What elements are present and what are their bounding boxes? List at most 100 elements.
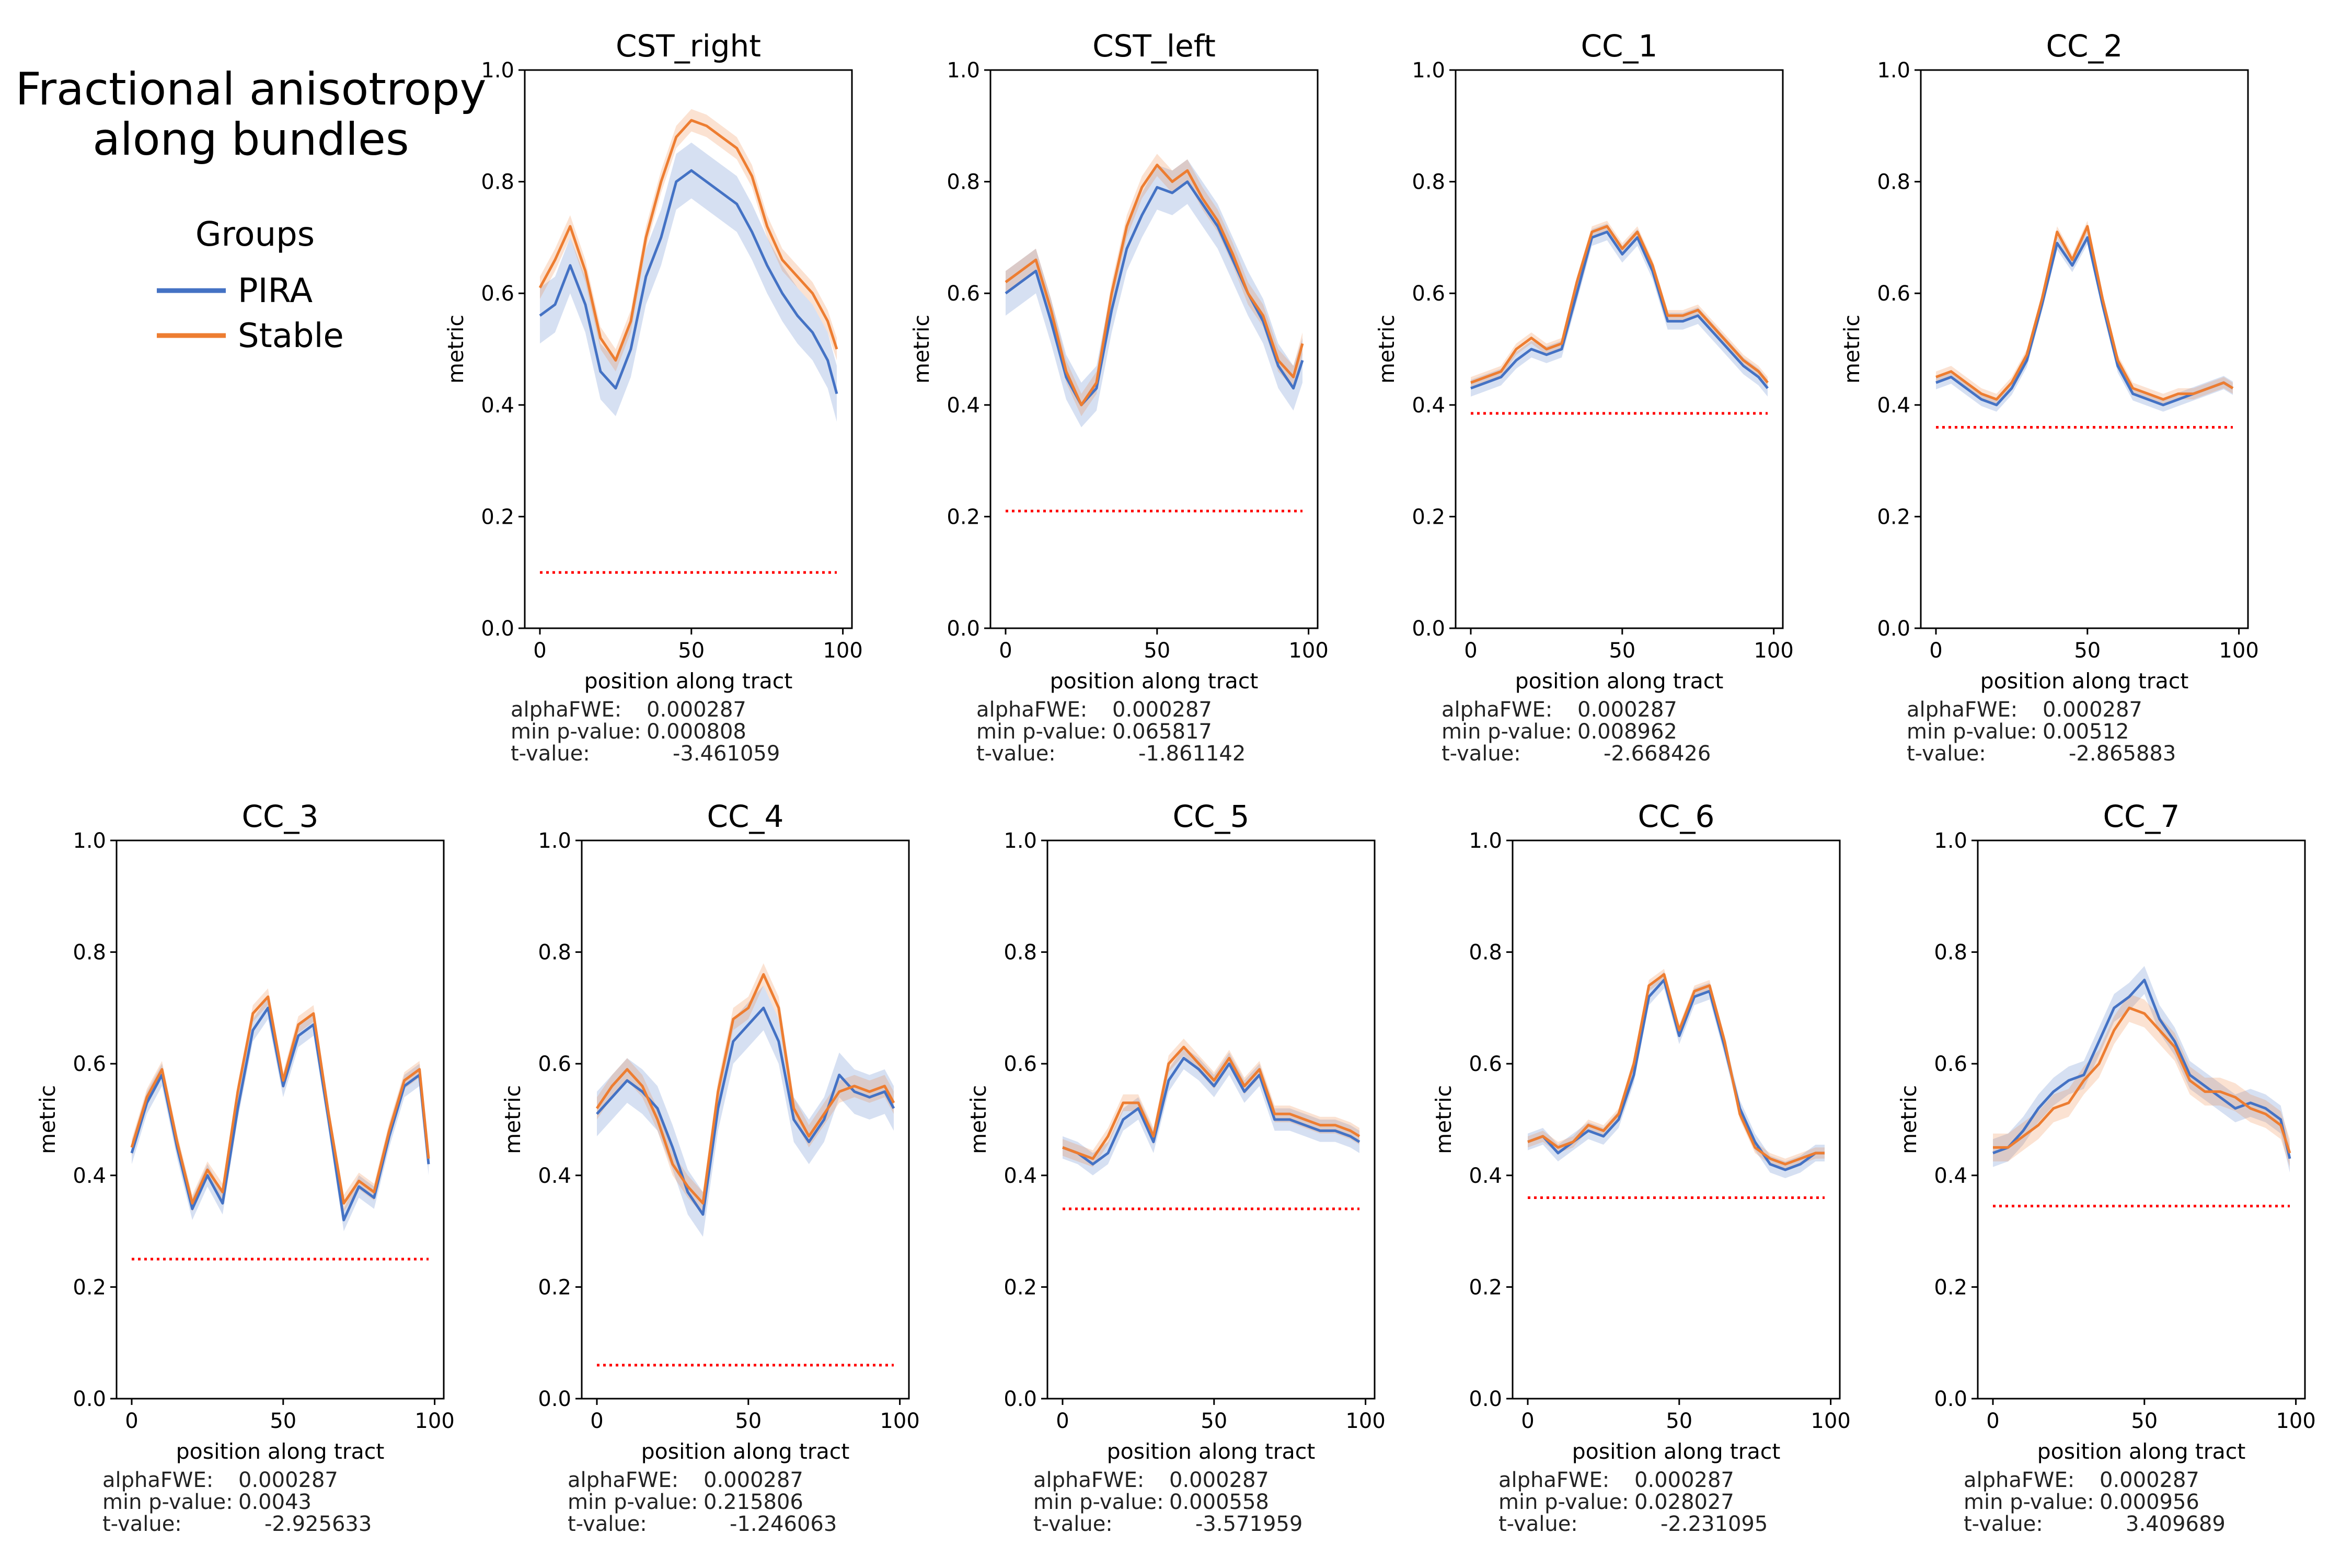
panel-title: CST_left [1092,28,1216,64]
stat-alphafwe-value: 0.000287 [2100,1468,2199,1492]
series-line-pira [539,169,838,395]
y-tick-label: 0.8 [1469,941,1502,965]
stat-alphafwe-label: alphaFWE: [1442,698,1552,722]
y-tick-label: 0.2 [481,505,514,529]
x-axis-label: position along tract [176,1439,385,1464]
x-tick-label: 50 [1201,1409,1227,1433]
stat-alphafwe-label: alphaFWE: [511,698,621,722]
stat-t-value: -3.461059 [673,742,780,766]
x-tick-label: 0 [1056,1409,1069,1433]
stat-min-p-label: min p-value: [1498,1490,1629,1514]
stat-alphafwe-label: alphaFWE: [1033,1468,1144,1492]
x-tick-label: 0 [533,639,546,663]
stat-alphafwe-label: alphaFWE: [976,698,1087,722]
stat-min-p-label: min p-value: [1033,1490,1164,1514]
panel-title: CC_3 [242,799,319,834]
y-tick-label: 1.0 [538,829,571,853]
panel-title: CST_right [616,28,761,64]
stat-min-p-label: min p-value: [511,720,641,744]
y-tick-label: 0.2 [1469,1275,1502,1299]
band-pira [1936,230,2233,412]
y-tick-label: 0.8 [1934,941,1967,965]
x-tick-label: 0 [999,639,1012,663]
y-tick-label: 0.8 [538,941,571,965]
y-tick-label: 0.8 [1412,170,1445,194]
y-tick-label: 0.4 [1877,394,1910,418]
legend-pira-label: PIRA [238,272,313,310]
stat-min-p-value: 0.028027 [1634,1490,1734,1514]
stat-alphafwe-value: 0.000287 [647,698,746,722]
panel-cst-right: 0.0 0.2 0.4 0.6 0.8 1.0 0 50 100 CST_rightpositio… [443,28,863,766]
x-tick-label: 0 [1929,639,1942,663]
stat-t-value: -2.231095 [1661,1512,1768,1536]
panel-title: CC_4 [707,799,784,834]
stat-t-value: 3.409689 [2126,1512,2226,1536]
stat-min-p-label: min p-value: [976,720,1107,744]
stat-t-value: -1.861142 [1138,742,1246,766]
x-tick-label: 100 [823,639,862,663]
stat-t-value: -2.865883 [2069,742,2176,766]
y-tick-label: 0.6 [947,282,980,306]
stat-alphafwe-label: alphaFWE: [1907,698,2017,722]
panel-cc-2: 0.0 0.2 0.4 0.6 0.8 1.0 0 50 100 CC_2 position alo… [1839,28,2259,766]
y-tick-label: 0.0 [1004,1387,1037,1411]
stat-alphafwe-label: alphaFWE: [102,1468,213,1492]
figure-title: Fractional anisotropy along bundles [15,63,486,166]
axes-frame [1046,839,1376,1400]
panel-cst-left: 0.0 0.2 0.4 0.6 0.8 1.0 0 50 100 CST_left position… [909,28,1329,766]
axes-frame [1977,839,2306,1400]
panel-cc-1: 0.0 0.2 0.4 0.6 0.8 1.0 0 50 100 CC_1 position alo… [1374,28,1794,766]
stat-alphafwe-value: 0.000287 [1577,698,1677,722]
stat-t-value: -2.668426 [1604,742,1711,766]
stat-t-label: t-value: [1033,1512,1113,1536]
band-stable [597,963,894,1215]
band-stable [1471,221,1768,388]
stat-t-label: t-value: [511,742,590,766]
series-line-stable [1527,973,1825,1166]
y-tick-label: 1.0 [1469,829,1502,853]
figure-title-line2: along bundles [93,113,409,166]
y-tick-label: 0.2 [73,1275,106,1299]
y-tick-label: 0.4 [1469,1164,1502,1188]
y-axis-label: metric [1431,1085,1456,1154]
series-line-stable [1935,225,2234,401]
stat-alphafwe-label: alphaFWE: [568,1468,678,1492]
x-tick-label: 50 [270,1409,296,1433]
x-tick-label: 100 [1345,1409,1385,1433]
band-pira [1006,159,1302,428]
series-line-stable [595,973,895,1205]
stat-t-label: t-value: [1964,1512,2043,1536]
y-tick-label: 1.0 [947,59,980,83]
x-tick-label: 100 [1754,639,1793,663]
axes-frame [1512,839,1841,1400]
x-axis-label: position along tract [1515,668,1724,694]
series-line-stable [130,995,430,1205]
y-tick-label: 0.2 [1934,1275,1967,1299]
x-axis-label: position along tract [1980,668,2189,694]
y-axis-label: metric [966,1085,991,1154]
stat-min-p-value: 0.065817 [1112,720,1212,744]
y-axis-label: metric [443,315,468,384]
stat-min-p-value: 0.000956 [2100,1490,2199,1514]
y-tick-label: 0.6 [1934,1052,1967,1076]
x-tick-label: 100 [2219,639,2258,663]
y-tick-label: 0.0 [1469,1387,1502,1411]
y-tick-label: 0.0 [1934,1387,1967,1411]
y-tick-label: 0.4 [1004,1164,1037,1188]
y-tick-label: 0.6 [73,1052,106,1076]
stat-min-p-value: 0.008962 [1577,720,1677,744]
y-tick-label: 0.6 [1004,1052,1037,1076]
x-tick-label: 100 [1288,639,1328,663]
y-tick-label: 0.8 [947,170,980,194]
stat-min-p-label: min p-value: [1442,720,1572,744]
x-tick-label: 100 [880,1409,919,1433]
series-line-stable [538,119,838,362]
y-tick-label: 1.0 [1934,829,1967,853]
stat-min-p-value: 0.000558 [1169,1490,1269,1514]
y-tick-label: 0.6 [481,282,514,306]
y-tick-label: 1.0 [1412,59,1445,83]
y-tick-label: 1.0 [1004,829,1037,853]
legend: Groups PIRA Stable [157,215,344,355]
panel-title: CC_6 [1638,799,1715,834]
